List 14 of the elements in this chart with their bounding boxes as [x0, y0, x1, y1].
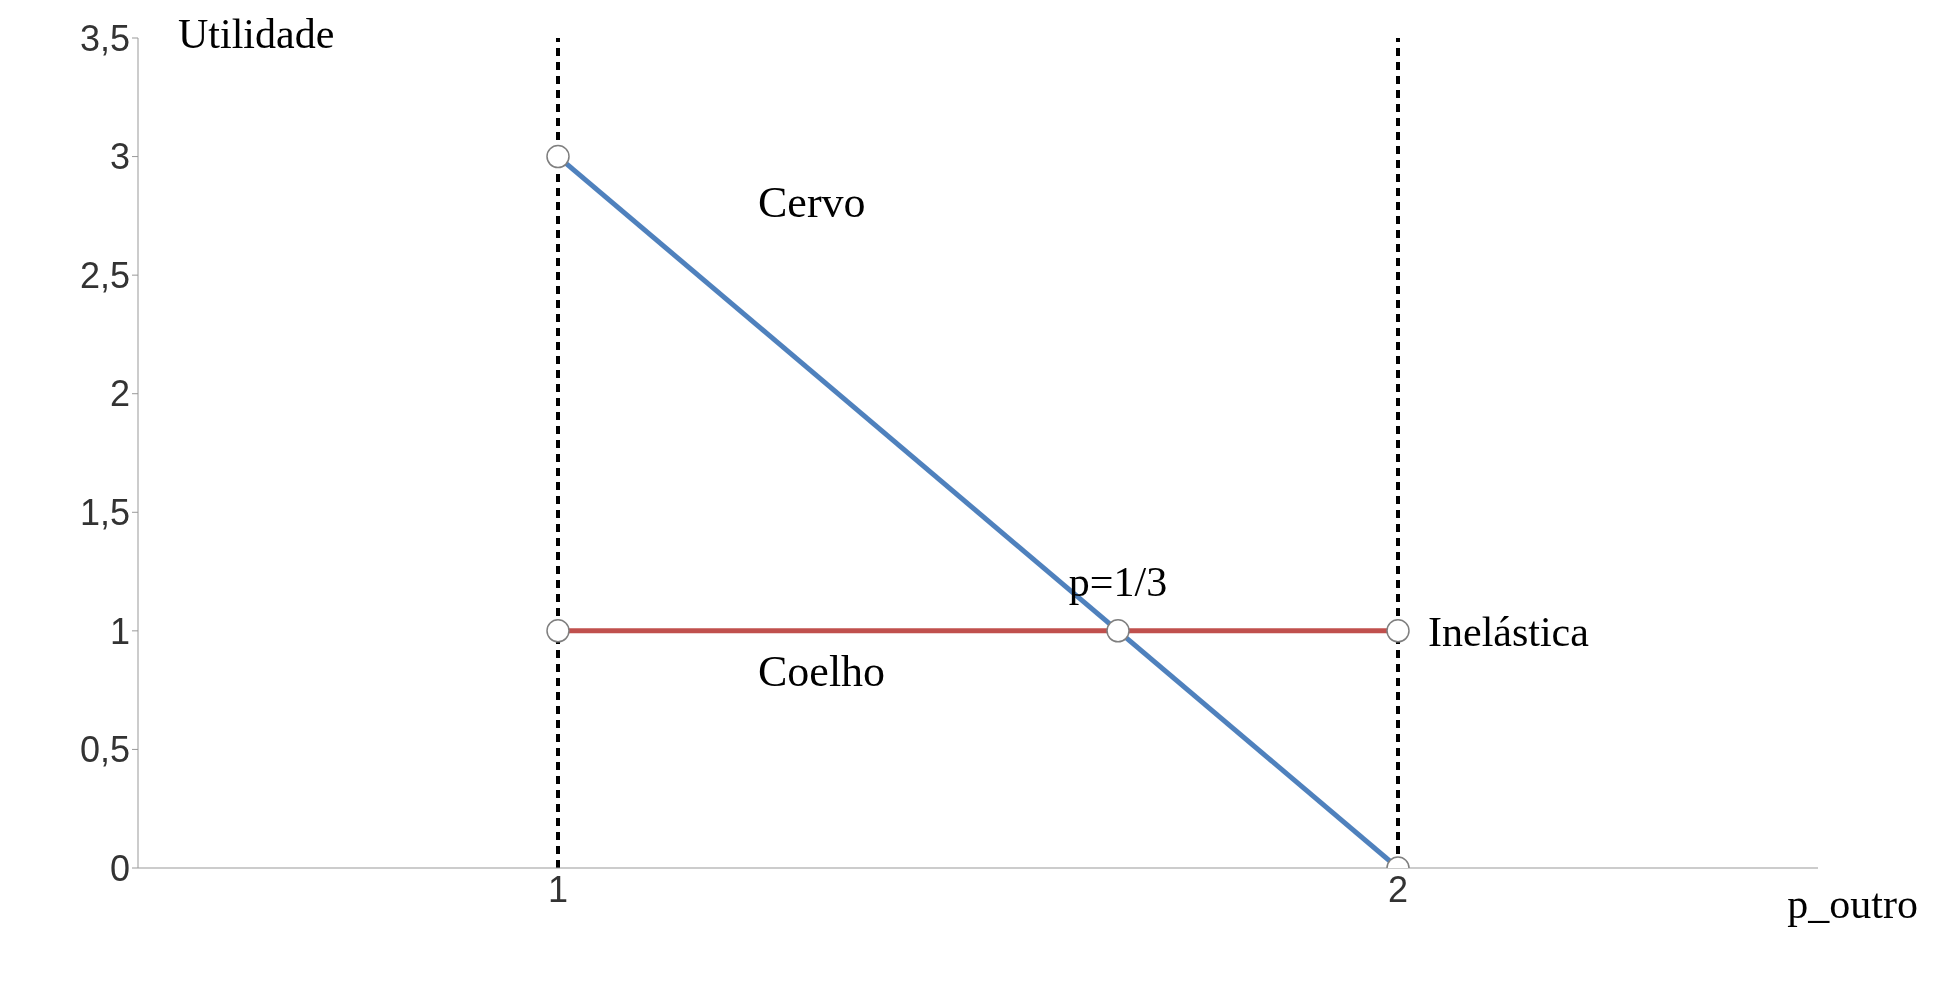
- y-tick-label: 0: [109, 847, 130, 889]
- y-axis-title: Utilidade: [178, 11, 335, 57]
- y-tick-label: 0,5: [79, 729, 130, 771]
- y-tick-label: 2: [109, 373, 130, 415]
- x-axis-title: p_outro: [1787, 881, 1918, 927]
- y-tick-label: 3: [109, 136, 130, 178]
- y-tick-label: 1,5: [79, 492, 130, 534]
- series-label: Coelho: [758, 646, 886, 696]
- annotation: Inelástica: [1428, 608, 1590, 655]
- annotation: p=1/3: [1068, 558, 1168, 605]
- y-tick-label: 1: [109, 610, 130, 652]
- y-tick-label: 3,5: [79, 17, 130, 59]
- y-tick-label: 2,5: [79, 254, 130, 296]
- series-label: Cervo: [758, 177, 866, 227]
